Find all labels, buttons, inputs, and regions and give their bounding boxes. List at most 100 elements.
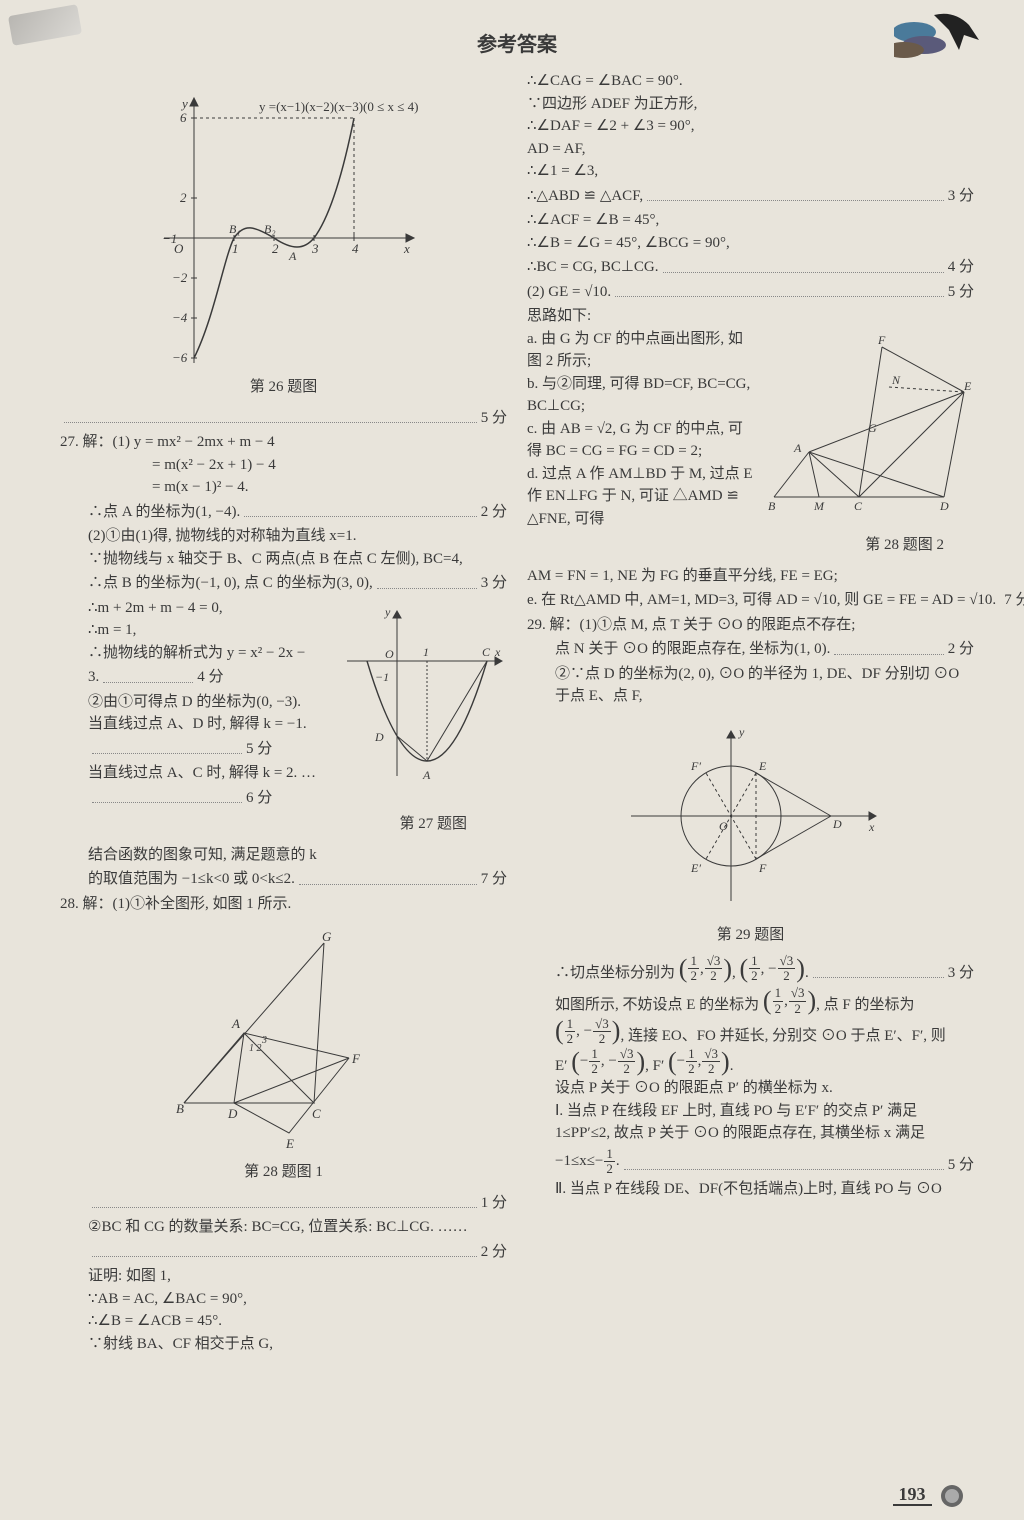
r-line: ∴BC = CG, BC⊥CG.: [527, 256, 659, 279]
q27-line: 的取值范围为 −1≤k<0 或 0<k≤2.: [88, 868, 295, 891]
svg-text:A: A: [793, 441, 802, 455]
svg-text:2: 2: [272, 241, 279, 256]
svg-text:x: x: [868, 820, 875, 834]
svg-text:2: 2: [180, 190, 187, 205]
page-header: 参考答案: [60, 30, 974, 60]
r-line: AD = AF,: [527, 138, 974, 161]
svg-text:y: y: [384, 605, 391, 619]
svg-text:M: M: [813, 499, 825, 513]
svg-text:F′: F′: [690, 759, 701, 773]
svg-text:F: F: [758, 861, 767, 875]
svg-text:A: A: [422, 768, 431, 782]
r-line: (2) GE = √10.: [527, 281, 611, 304]
svg-text:O: O: [385, 647, 394, 661]
page-title: 参考答案: [477, 34, 557, 56]
fig29-caption: 第 29 题图: [527, 924, 974, 947]
svg-text:1 2: 1 2: [249, 1043, 262, 1054]
svg-text:6: 6: [180, 110, 187, 125]
svg-text:N: N: [891, 373, 901, 387]
svg-text:F: F: [351, 1051, 361, 1066]
svg-text:x: x: [403, 241, 410, 256]
fig28a-graph: B D C A G F E 1 2 3: [154, 923, 414, 1153]
svg-text:A: A: [288, 249, 297, 263]
q29-line: ②∵点 D 的坐标为(2, 0), ⊙O 的半径为 1, DE、DF 分别切 ⊙…: [527, 663, 974, 708]
svg-text:C: C: [312, 1106, 321, 1121]
q29-line: 设点 P 关于 ⊙O 的限距点 P′ 的横坐标为 x.: [527, 1077, 974, 1100]
svg-text:O: O: [719, 819, 728, 833]
score: 5 分: [481, 407, 507, 430]
svg-text:3: 3: [311, 241, 319, 256]
svg-text:A: A: [231, 1016, 240, 1031]
q29-line-i: −1≤x≤−12. 5 分: [527, 1147, 974, 1177]
fig26-caption: 第 26 题图: [60, 376, 507, 399]
top-right-badge: [894, 10, 994, 60]
fig26-graph: y x O −1 1 2 3 4 6 2 −2 −4 −6 B₁ B₂ A y: [134, 78, 434, 368]
r-line: AM = FN = 1, NE 为 FG 的垂直平分线, FE = EG;: [527, 565, 974, 588]
svg-text:D: D: [227, 1106, 238, 1121]
svg-text:D: D: [832, 817, 842, 831]
svg-text:E: E: [285, 1136, 294, 1151]
svg-text:−2: −2: [172, 270, 188, 285]
fig28b-graph: B M C D A G N E F: [764, 332, 974, 522]
q29-line: Ⅱ. 当点 P 在线段 DE、DF(不包括端点)上时, 直线 PO 与 ⊙O: [527, 1178, 974, 1201]
q28-line: 证明: 如图 1,: [60, 1265, 507, 1288]
r-line: 思路如下:: [527, 305, 974, 328]
r-line: ∵四边形 ADEF 为正方形,: [527, 93, 974, 116]
q29-line: 29. 解：(1)①点 M, 点 T 关于 ⊙O 的限距点不存在;: [527, 614, 974, 637]
q27-line: 27. 解：(1) y = mx² − 2mx + m − 4: [60, 431, 507, 454]
q27-line: = m(x − 1)² − 4.: [60, 476, 507, 499]
svg-text:E′: E′: [690, 861, 701, 875]
left-column: y x O −1 1 2 3 4 6 2 −2 −4 −6 B₁ B₂ A y: [60, 70, 507, 1355]
svg-text:C: C: [854, 499, 863, 513]
q28-line: ∵AB = AC, ∠BAC = 90°,: [60, 1288, 507, 1311]
r-line: ∴∠DAF = ∠2 + ∠3 = 90°,: [527, 115, 974, 138]
svg-text:D: D: [939, 499, 949, 513]
svg-text:B₂: B₂: [264, 222, 276, 236]
svg-text:1: 1: [423, 645, 429, 659]
q28-line: ∵射线 BA、CF 相交于点 G,: [60, 1333, 507, 1356]
svg-text:F: F: [877, 333, 886, 347]
fig29-graph: y x O D E F F′ E′: [611, 716, 891, 916]
q29-line-d: 如图所示, 不妨设点 E 的坐标为 (12, √32), 点 F 的坐标为: [527, 986, 974, 1016]
svg-text:B: B: [176, 1101, 184, 1116]
svg-text:E: E: [963, 379, 972, 393]
q29-line-f: E′ (−12, −√32), F′ (−12, √32).: [527, 1047, 974, 1077]
svg-text:B₁: B₁: [229, 222, 241, 236]
svg-text:x: x: [494, 645, 501, 659]
svg-text:y =(x−1)(x−2)(x−3)(0 ≤ x ≤ 4): y =(x−1)(x−2)(x−3)(0 ≤ x ≤ 4): [259, 99, 418, 114]
svg-text:3: 3: [261, 1035, 267, 1046]
svg-text:−4: −4: [172, 310, 188, 325]
q28: 28. 解：(1)①补全图形, 如图 1 所示. B D: [60, 893, 507, 1356]
svg-text:D: D: [374, 730, 384, 744]
q27-line: ∴点 A 的坐标为(1, −4).: [88, 501, 240, 524]
r-line: ∴∠B = ∠G = 45°, ∠BCG = 90°,: [527, 232, 974, 255]
q28-line: 28. 解：(1)①补全图形, 如图 1 所示.: [60, 893, 507, 916]
q29-line: Ⅰ. 当点 P 在线段 EF 上时, 直线 PO 与 E′F′ 的交点 P′ 满…: [527, 1100, 974, 1145]
fig28b-caption: 第 28 题图 2: [527, 534, 974, 557]
q29-line: 点 N 关于 ⊙O 的限距点存在, 坐标为(1, 0).: [555, 638, 830, 661]
svg-text:y: y: [180, 96, 188, 111]
page-container: 参考答案: [0, 0, 1024, 1375]
r-line: ∴∠CAG = ∠BAC = 90°.: [527, 70, 974, 93]
q27-line: 结合函数的图象可知, 满足题意的 k: [60, 844, 507, 867]
svg-text:G: G: [868, 421, 877, 435]
q28-line: ②BC 和 CG 的数量关系: BC=CG, 位置关系: BC⊥CG. ……: [60, 1216, 507, 1239]
q27-line: ∵抛物线与 x 轴交于 B、C 两点(点 B 在点 C 左侧), BC=4,: [60, 548, 507, 571]
svg-text:G: G: [322, 929, 332, 944]
svg-text:−6: −6: [172, 350, 188, 365]
svg-text:1: 1: [232, 241, 239, 256]
q27-line: (2)①由(1)得, 抛物线的对称轴为直线 x=1.: [60, 525, 507, 548]
q29: 29. 解：(1)①点 M, 点 T 关于 ⊙O 的限距点不存在; 点 N 关于…: [527, 614, 974, 1201]
right-column: ∴∠CAG = ∠BAC = 90°. ∵四边形 ADEF 为正方形, ∴∠DA…: [527, 70, 974, 1355]
q27-line: ∴点 B 的坐标为(−1, 0), 点 C 的坐标为(3, 0),: [88, 572, 373, 595]
r-line: ∴∠ACF = ∠B = 45°,: [527, 209, 974, 232]
svg-text:B: B: [768, 499, 776, 513]
q27-line: 3.: [88, 666, 99, 689]
page-number-footer: 193: [893, 1481, 965, 1508]
svg-text:C: C: [482, 645, 491, 659]
r-line: ∴∠1 = ∠3,: [527, 160, 974, 183]
q29-line-c: ∴切点坐标分别为 (12, √32), (12, −√32). 3 分: [527, 954, 974, 984]
svg-text:−1: −1: [162, 231, 177, 246]
q29-line-e: (12, −√32), 连接 EO、FO 并延长, 分别交 ⊙O 于点 E′、F…: [527, 1017, 974, 1047]
q27: 27. 解：(1) y = mx² − 2mx + m − 4 = m(x² −…: [60, 431, 507, 891]
